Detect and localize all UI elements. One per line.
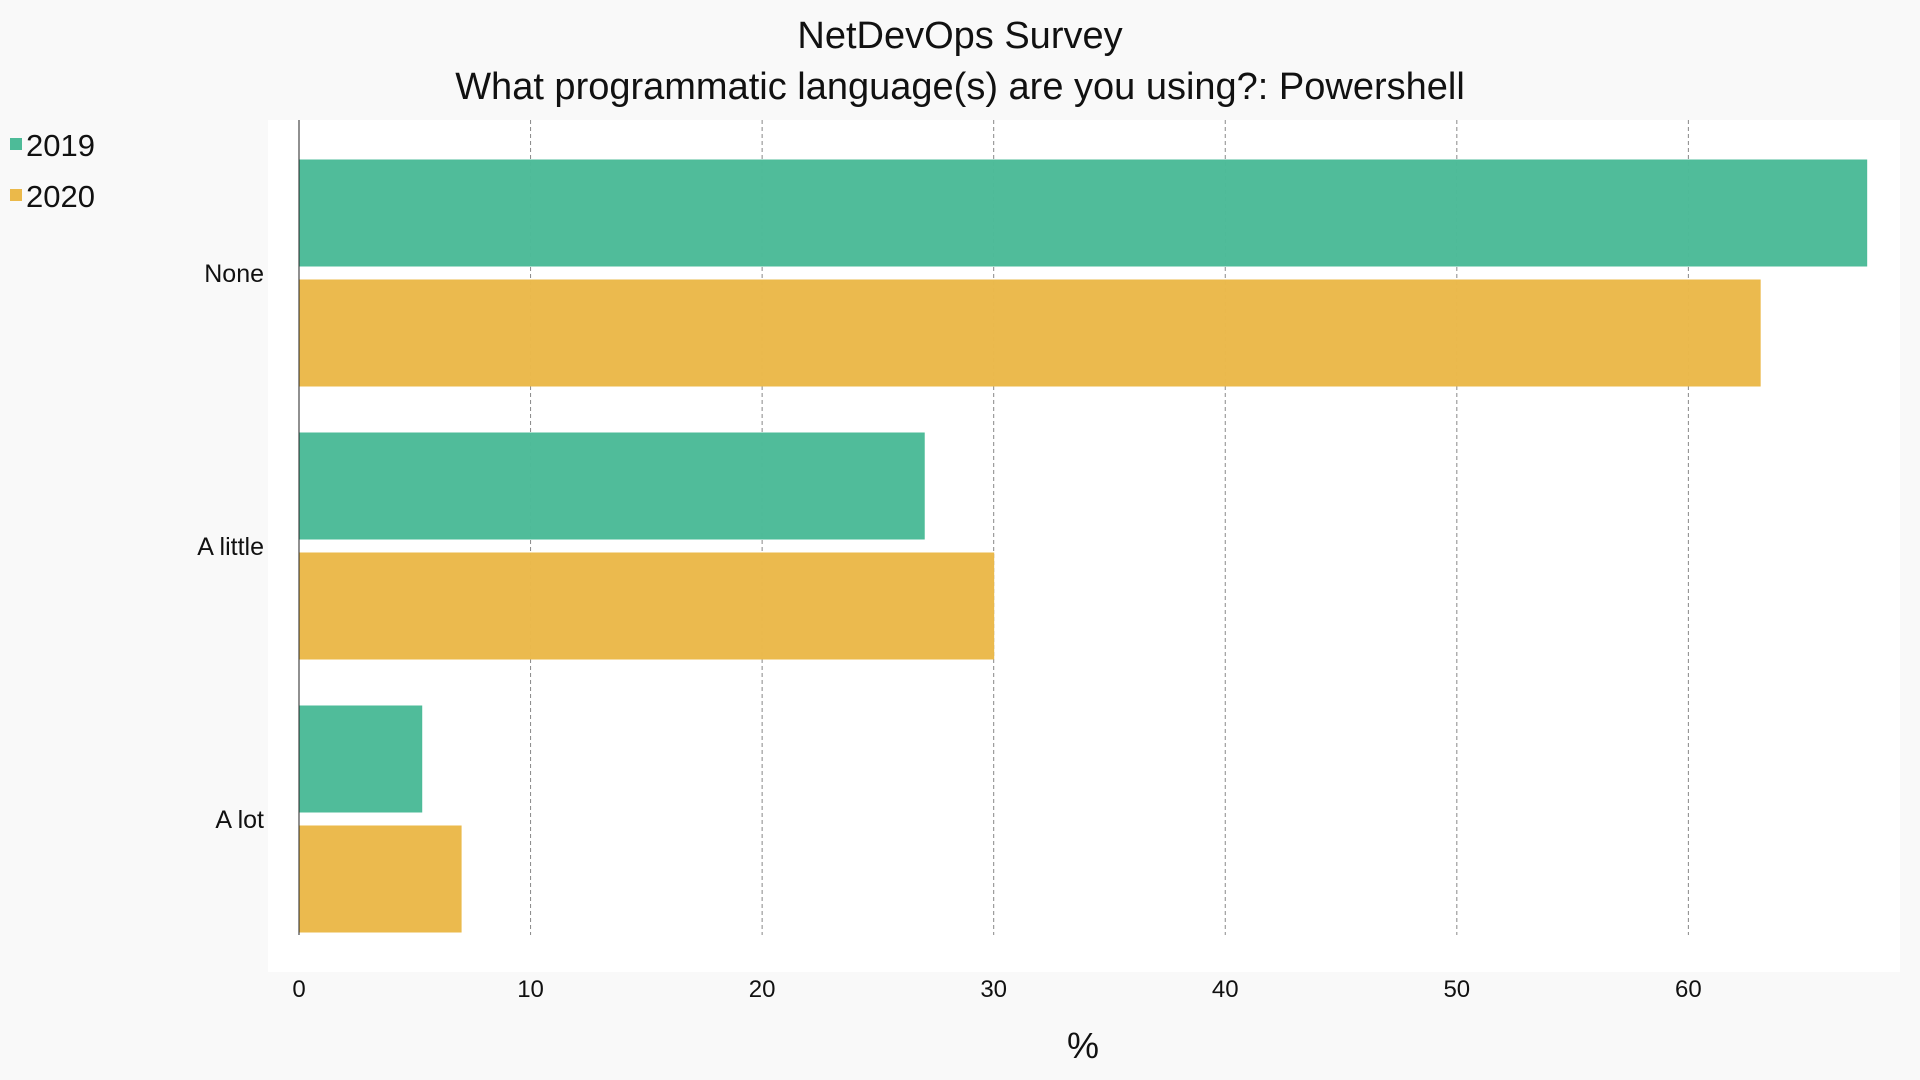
legend-label-2019[interactable]: 2019 bbox=[26, 128, 95, 163]
x-axis-ticks: 0 10 20 30 40 50 60 bbox=[292, 976, 1701, 1003]
bar-2020-a-little bbox=[298, 552, 995, 660]
y-category-label: A little bbox=[197, 533, 264, 561]
bar-2019-a-little bbox=[298, 432, 925, 540]
x-axis-label: % bbox=[1067, 1025, 1099, 1066]
legend-swatch-2020 bbox=[10, 189, 22, 201]
x-tick-label: 30 bbox=[980, 976, 1007, 1003]
x-tick-label: 10 bbox=[517, 976, 544, 1003]
x-tick-label: 20 bbox=[749, 976, 776, 1003]
bar-2020-none bbox=[298, 279, 1761, 387]
legend-swatch-2019 bbox=[10, 138, 22, 150]
chart-title: NetDevOps Survey bbox=[797, 15, 1122, 57]
y-axis-categories: None A little A lot bbox=[197, 260, 264, 834]
y-category-label: A lot bbox=[215, 806, 264, 834]
x-tick-label: 40 bbox=[1212, 976, 1239, 1003]
bar-2019-a-lot bbox=[298, 705, 423, 813]
legend[interactable]: 2019 2020 bbox=[10, 128, 95, 214]
chart-subtitle: What programmatic language(s) are you us… bbox=[455, 66, 1465, 108]
y-category-label: None bbox=[204, 260, 264, 288]
x-tick-label: 50 bbox=[1443, 976, 1470, 1003]
x-tick-label: 0 bbox=[292, 976, 305, 1003]
bars bbox=[298, 159, 1868, 933]
bar-2019-none bbox=[298, 159, 1868, 267]
bar-2020-a-lot bbox=[298, 825, 462, 933]
legend-label-2020[interactable]: 2020 bbox=[26, 179, 95, 214]
x-tick-label: 60 bbox=[1675, 976, 1702, 1003]
